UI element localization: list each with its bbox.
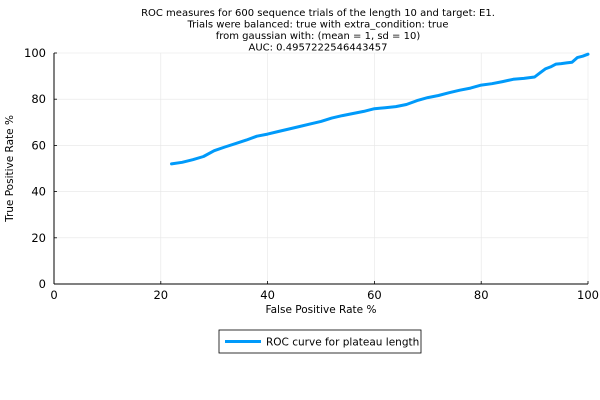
x-tick-label: 80 — [474, 288, 489, 302]
title-line-1: Trials were balanced: true with extra_co… — [186, 20, 448, 31]
x-tick-label: 20 — [153, 288, 168, 302]
legend-box — [218, 329, 422, 354]
x-tick-label: 60 — [367, 288, 382, 302]
grid — [53, 52, 589, 285]
y-tick-label: 0 — [39, 277, 46, 291]
series-lines — [170, 52, 590, 166]
series-line-0 — [170, 52, 590, 166]
y-tick-label: 60 — [31, 138, 46, 152]
chart-title: ROC measures for 600 sequence trials of … — [141, 8, 495, 54]
x-tick-label: 40 — [260, 288, 275, 302]
x-tick-label: 100 — [577, 288, 599, 302]
axes — [53, 52, 589, 285]
title-line-0: ROC measures for 600 sequence trials of … — [141, 8, 495, 19]
x-axis-label: False Positive Rate % — [266, 304, 377, 316]
legend-label: ROC curve for plateau length — [266, 337, 419, 349]
y-tick-label: 100 — [24, 46, 46, 60]
y-axis-label: True Positive Rate % — [4, 115, 16, 223]
tick-labels: 0 20 40 60 80 100 0 20 40 60 80 100 — [24, 46, 599, 302]
title-line-3: AUC: 0.4957222546443457 — [248, 43, 387, 54]
y-tick-label: 40 — [31, 185, 46, 199]
y-tick-label: 80 — [31, 92, 46, 106]
y-tick-label: 20 — [31, 231, 46, 245]
title-line-2: from gaussian with: (mean = 1, sd = 10) — [216, 31, 421, 42]
x-tick-label: 0 — [50, 288, 57, 302]
legend: ROC curve for plateau length — [218, 329, 422, 354]
